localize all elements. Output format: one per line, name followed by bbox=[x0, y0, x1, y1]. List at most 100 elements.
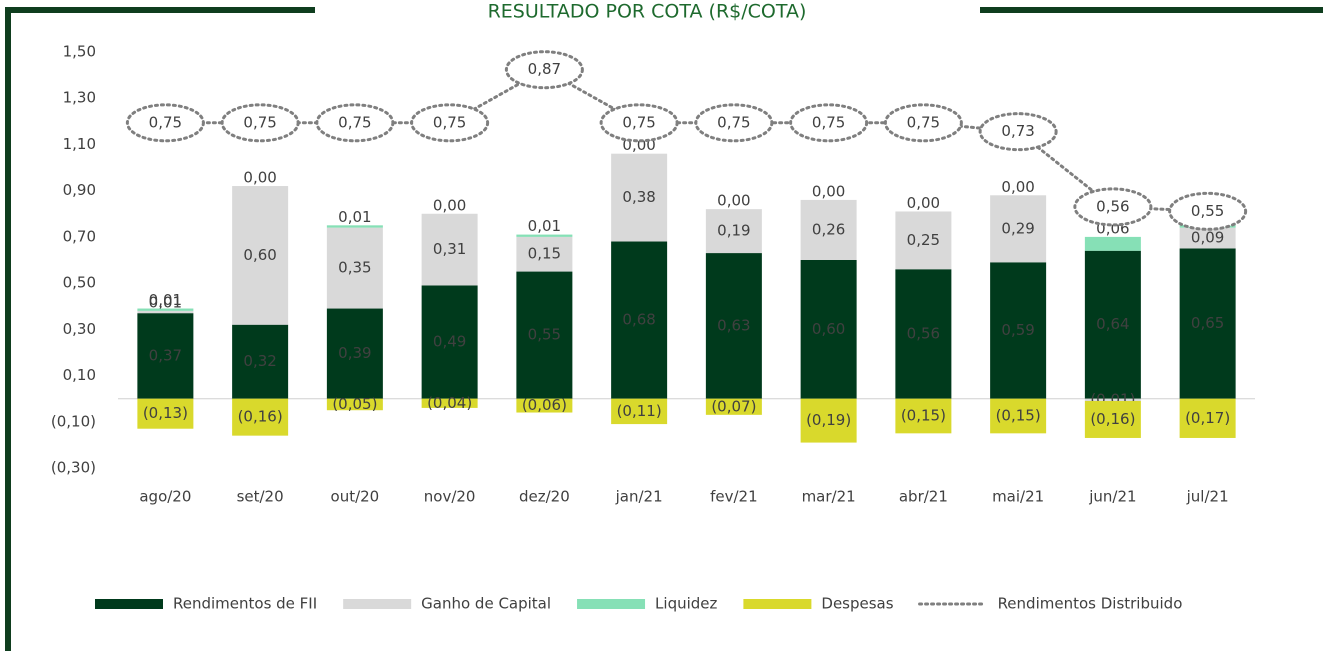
bar-segment bbox=[232, 324, 289, 399]
label-bubble bbox=[1168, 191, 1248, 231]
bar-segment bbox=[1179, 227, 1236, 249]
label-bubble bbox=[883, 103, 963, 143]
data-label: 0,39 bbox=[338, 344, 371, 362]
bar-segment bbox=[611, 398, 668, 425]
data-label: 0,59 bbox=[1001, 321, 1034, 339]
data-label: 0,00 bbox=[1001, 178, 1034, 196]
x-tick-label: dez/20 bbox=[519, 488, 570, 506]
x-tick-label: abr/21 bbox=[899, 488, 948, 506]
label-bubble bbox=[599, 103, 679, 143]
y-tick-label: 0,50 bbox=[63, 274, 96, 292]
y-tick-label: 0,10 bbox=[63, 366, 96, 384]
data-label: (0,05) bbox=[332, 395, 377, 413]
legend-label: Rendimentos Distribuido bbox=[998, 595, 1183, 613]
x-tick-label: fev/21 bbox=[710, 488, 758, 506]
y-tick-label: 1,50 bbox=[63, 43, 96, 61]
data-label: 0,38 bbox=[622, 188, 655, 206]
legend-label: Ganho de Capital bbox=[421, 595, 551, 613]
line-label: 0,75 bbox=[243, 113, 276, 131]
line-label: 0,75 bbox=[622, 113, 655, 131]
data-label: 0,26 bbox=[812, 220, 845, 238]
x-tick-label: ago/20 bbox=[139, 488, 191, 506]
frame bbox=[5, 7, 1323, 651]
bar-segment bbox=[895, 211, 952, 270]
data-label: 0,55 bbox=[528, 326, 561, 344]
x-tick-label: set/20 bbox=[237, 488, 284, 506]
bar-segment bbox=[1084, 250, 1141, 399]
data-label: 0,56 bbox=[907, 324, 940, 342]
label-bubble bbox=[1073, 187, 1153, 227]
y-tick-label: (0,10) bbox=[51, 412, 96, 430]
bar-segment bbox=[137, 398, 194, 429]
legend-swatch bbox=[95, 599, 163, 609]
bar-segment bbox=[1084, 400, 1141, 438]
bar-segment bbox=[990, 262, 1047, 399]
bar-segment bbox=[1084, 236, 1141, 251]
data-label: 0,00 bbox=[717, 192, 750, 210]
y-tick-label: 0,30 bbox=[63, 320, 96, 338]
data-label: 0,00 bbox=[812, 182, 845, 200]
data-label: 0,09 bbox=[1191, 229, 1224, 247]
line-label: 0,75 bbox=[907, 113, 940, 131]
label-bubble bbox=[978, 112, 1058, 152]
legend-swatch bbox=[577, 599, 646, 609]
legend-label: Rendimentos de FII bbox=[173, 595, 317, 613]
bar-segment bbox=[895, 269, 952, 399]
bar-segment bbox=[800, 199, 857, 260]
line-label: 0,56 bbox=[1096, 197, 1129, 215]
bar-segment bbox=[232, 186, 289, 325]
label-bubble bbox=[410, 103, 490, 143]
line-label: 0,55 bbox=[1191, 202, 1224, 220]
bar-segment bbox=[1179, 398, 1236, 438]
bar-segment bbox=[421, 398, 478, 408]
data-label: 0,68 bbox=[622, 311, 655, 329]
line-label: 0,75 bbox=[433, 113, 466, 131]
label-bubble bbox=[504, 50, 584, 90]
x-tick-label: jan/21 bbox=[615, 488, 663, 506]
data-label: 0,00 bbox=[243, 169, 276, 187]
bar-segment bbox=[137, 310, 194, 314]
bar-segment bbox=[326, 398, 383, 411]
bar-segment bbox=[421, 285, 478, 399]
label-bubble bbox=[694, 103, 774, 143]
x-tick-label: mai/21 bbox=[992, 488, 1044, 506]
data-label: (0,15) bbox=[901, 407, 946, 425]
data-label: 0,01 bbox=[149, 293, 182, 311]
x-tick-label: nov/20 bbox=[424, 488, 476, 506]
x-tick-label: out/20 bbox=[331, 488, 380, 506]
data-label: (0,11) bbox=[617, 402, 662, 420]
bar-segment bbox=[611, 241, 668, 399]
data-label: 0,31 bbox=[433, 240, 466, 258]
x-tick-label: mar/21 bbox=[802, 488, 856, 506]
bar-segment bbox=[990, 398, 1047, 434]
legend-label: Despesas bbox=[821, 595, 893, 613]
y-tick-label: 1,30 bbox=[63, 89, 96, 107]
bar-segment bbox=[326, 225, 383, 228]
data-label: 0,60 bbox=[812, 320, 845, 338]
bar-segment bbox=[326, 227, 383, 309]
bar-segment bbox=[705, 398, 762, 415]
bar-segment bbox=[326, 308, 383, 399]
line-label: 0,75 bbox=[149, 113, 182, 131]
data-label: (0,16) bbox=[238, 408, 283, 426]
data-label: 0,49 bbox=[433, 333, 466, 351]
bar-segment bbox=[516, 398, 573, 413]
data-label: 0,64 bbox=[1096, 315, 1129, 333]
data-label: 0,25 bbox=[907, 231, 940, 249]
data-label: 0,15 bbox=[528, 245, 561, 263]
data-label: (0,04) bbox=[427, 394, 472, 412]
bar-segment bbox=[800, 260, 857, 399]
y-tick-label: 1,10 bbox=[63, 135, 96, 153]
data-label: 0,00 bbox=[433, 196, 466, 214]
data-label: 0,65 bbox=[1191, 314, 1224, 332]
bar-segment bbox=[137, 308, 194, 311]
x-tick-label: jul/21 bbox=[1186, 488, 1229, 506]
data-label: 0,01 bbox=[149, 291, 182, 309]
data-label: 0,35 bbox=[338, 259, 371, 277]
data-label: 0,37 bbox=[149, 346, 182, 364]
bar-segment bbox=[800, 398, 857, 443]
x-tick-label: jun/21 bbox=[1088, 488, 1136, 506]
data-label: 0,01 bbox=[338, 208, 371, 226]
bar-segment bbox=[1084, 398, 1141, 401]
